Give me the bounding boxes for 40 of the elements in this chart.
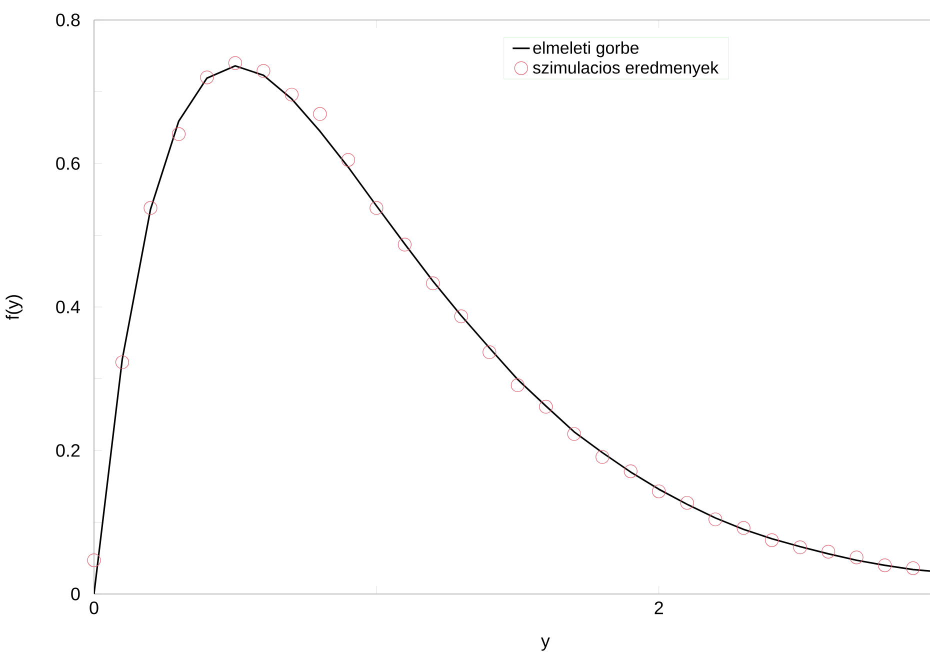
y-tick-label: 0: [71, 588, 80, 600]
point: [284, 88, 299, 102]
point: [793, 540, 807, 554]
point: [144, 201, 158, 215]
point: [539, 400, 553, 414]
point: [708, 512, 722, 526]
point: [426, 276, 440, 290]
point: [172, 127, 186, 141]
point: [115, 355, 130, 370]
point: [765, 533, 779, 547]
point: [341, 153, 355, 167]
point: [652, 484, 666, 498]
point: [736, 521, 750, 535]
x-tick-label: 2: [654, 602, 663, 614]
point: [200, 70, 214, 84]
legend-label: elmeleti gorbe: [533, 41, 639, 58]
point: [906, 561, 920, 575]
y-axis-title: f(y): [6, 295, 22, 320]
point: [822, 544, 836, 558]
point: [596, 450, 610, 464]
legend-label: szimulacios eredmenyek: [532, 61, 719, 78]
y-tick-label: 0.4: [56, 300, 80, 314]
point: [313, 107, 327, 121]
point: [510, 378, 524, 392]
point: [624, 464, 638, 478]
y-tick-label: 0.2: [56, 444, 80, 457]
point: [87, 553, 101, 568]
x-axis-title: y: [540, 638, 550, 651]
y-tick-label: 0.6: [56, 157, 80, 170]
y-tick-label: 0.8: [56, 14, 80, 26]
point: [228, 56, 242, 70]
point: [878, 558, 892, 572]
point: [482, 345, 496, 359]
point: [398, 238, 412, 252]
point: [850, 550, 864, 564]
point: [567, 427, 581, 441]
point: [680, 496, 694, 510]
point: [370, 201, 384, 215]
point: [454, 310, 468, 324]
point: [256, 64, 270, 78]
